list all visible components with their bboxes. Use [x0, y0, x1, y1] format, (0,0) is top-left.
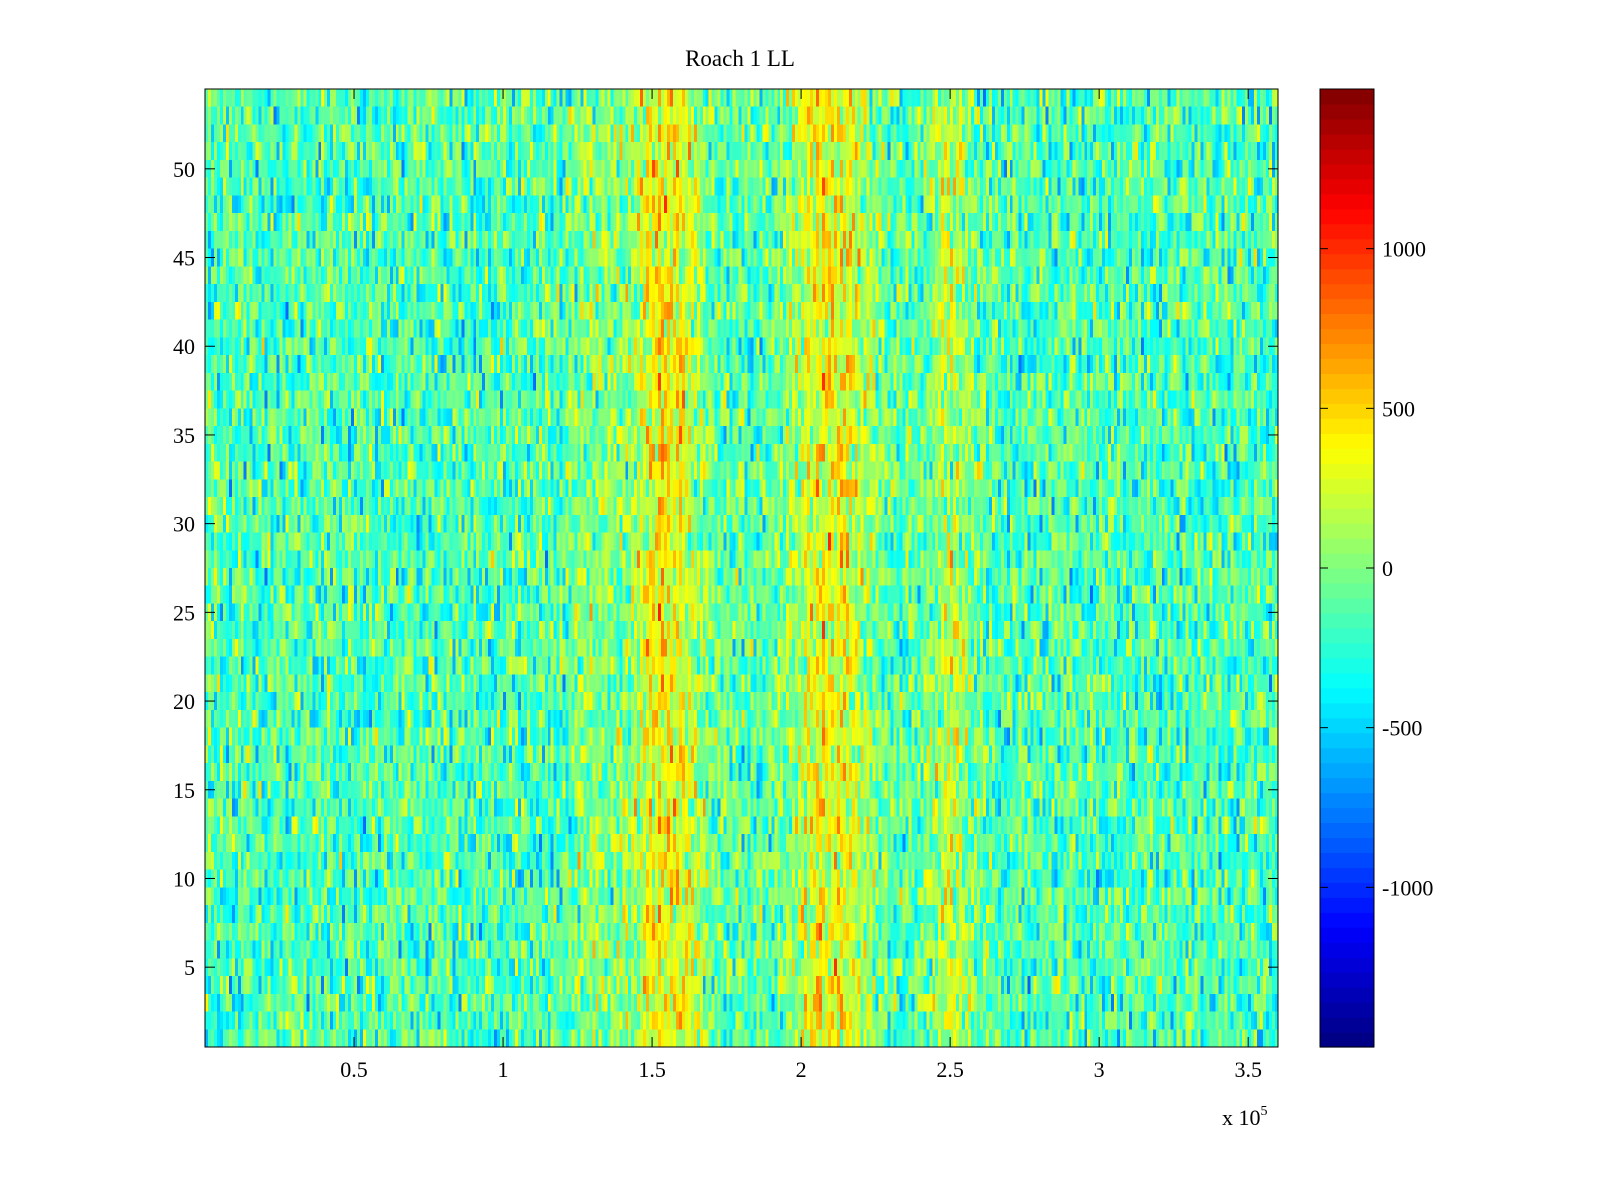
colorbar-step [1320, 89, 1374, 105]
colorbar-step [1320, 912, 1374, 928]
heatmap-cells [205, 89, 1278, 1047]
colorbar-step [1320, 208, 1374, 225]
colorbar-step [1320, 178, 1374, 195]
colorbar-step [1320, 1032, 1374, 1048]
colorbar-tick-label: 0 [1382, 556, 1393, 581]
y-tick-label: 25 [173, 600, 195, 625]
colorbar-step [1320, 268, 1374, 285]
x-tick-label: 3.5 [1234, 1057, 1262, 1082]
y-tick-label: 50 [173, 157, 195, 182]
colorbar-step [1320, 687, 1374, 704]
y-tick-label: 35 [173, 423, 195, 448]
heatmap-image [205, 89, 1278, 1047]
colorbar-step [1320, 403, 1374, 419]
colorbar-step [1320, 463, 1374, 479]
colorbar-step [1320, 882, 1374, 898]
colorbar-step [1320, 942, 1374, 958]
colorbar-step [1320, 597, 1374, 614]
colorbar-step [1320, 867, 1374, 883]
colorbar-step [1320, 148, 1374, 165]
colorbar-step [1320, 852, 1374, 868]
chart-title: Roach 1 LL [685, 46, 795, 71]
colorbar-step [1320, 657, 1374, 674]
colorbar-step [1320, 642, 1374, 659]
colorbar-step [1320, 133, 1374, 150]
y-tick-label: 45 [173, 246, 195, 271]
colorbar-step [1320, 777, 1374, 794]
colorbar-step [1320, 957, 1374, 973]
colorbar-step [1320, 553, 1374, 569]
x-tick-label: 1.5 [638, 1057, 666, 1082]
colorbar-step [1320, 627, 1374, 644]
y-tick-label: 40 [173, 334, 195, 359]
colorbar [1320, 89, 1374, 1048]
colorbar-step [1320, 508, 1374, 524]
colorbar-step [1320, 837, 1374, 854]
colorbar-step [1320, 358, 1374, 375]
x-tick-label: 3 [1094, 1057, 1105, 1082]
colorbar-step [1320, 223, 1374, 240]
colorbar-tick-label: 500 [1382, 396, 1415, 421]
colorbar-step [1320, 672, 1374, 689]
colorbar-step [1320, 762, 1374, 779]
colorbar-step [1320, 1002, 1374, 1018]
x-multiplier-label: x 105 [1222, 1104, 1268, 1130]
colorbar-step [1320, 717, 1374, 734]
colorbar-step [1320, 433, 1374, 449]
y-tick-label: 5 [184, 955, 195, 980]
x-tick-label: 2 [796, 1057, 807, 1082]
colorbar-step [1320, 103, 1374, 120]
colorbar-step [1320, 328, 1374, 345]
x-tick-label: 0.5 [340, 1057, 368, 1082]
colorbar-step [1320, 972, 1374, 988]
colorbar-tick-label: -500 [1382, 716, 1422, 741]
colorbar-step [1320, 747, 1374, 764]
colorbar-step [1320, 1017, 1374, 1033]
y-tick-label: 20 [173, 689, 195, 714]
colorbar-axis: -1000 -500 0 500 1000 [1320, 237, 1433, 900]
colorbar-step [1320, 343, 1374, 360]
colorbar-step [1320, 927, 1374, 943]
x-axis: 0.5 1 1.5 2 2.5 3 3.5 [340, 89, 1262, 1082]
colorbar-step [1320, 238, 1374, 255]
colorbar-step [1320, 702, 1374, 719]
x-tick-label: 1 [498, 1057, 509, 1082]
colorbar-step [1320, 897, 1374, 913]
colorbar-step [1320, 373, 1374, 389]
colorbar-step [1320, 807, 1374, 824]
y-tick-label: 10 [173, 866, 195, 891]
colorbar-step [1320, 313, 1374, 330]
colorbar-step [1320, 253, 1374, 270]
colorbar-step [1320, 987, 1374, 1003]
colorbar-step [1320, 478, 1374, 494]
colorbar-step [1320, 298, 1374, 315]
colorbar-step [1320, 732, 1374, 749]
plot-frame [204, 88, 1279, 1048]
colorbar-step [1320, 822, 1374, 839]
colorbar-step [1320, 493, 1374, 509]
x-tick-label: 2.5 [936, 1057, 964, 1082]
colorbar-step [1320, 418, 1374, 434]
colorbar-step [1320, 283, 1374, 300]
colorbar-step [1320, 448, 1374, 464]
colorbar-step [1320, 193, 1374, 210]
colorbar-tick-label: -1000 [1382, 875, 1433, 900]
colorbar-step [1320, 582, 1374, 599]
colorbar-step [1320, 388, 1374, 404]
y-axis: 5 10 15 20 25 30 35 40 45 50 [173, 157, 1278, 980]
colorbar-step [1320, 163, 1374, 180]
colorbar-step [1320, 118, 1374, 135]
colorbar-step [1320, 568, 1374, 584]
colorbar-step [1320, 523, 1374, 539]
colorbar-tick-label: 1000 [1382, 237, 1426, 262]
colorbar-step [1320, 612, 1374, 629]
colorbar-step [1320, 792, 1374, 809]
y-tick-label: 30 [173, 512, 195, 537]
colorbar-step [1320, 538, 1374, 554]
y-tick-label: 15 [173, 778, 195, 803]
